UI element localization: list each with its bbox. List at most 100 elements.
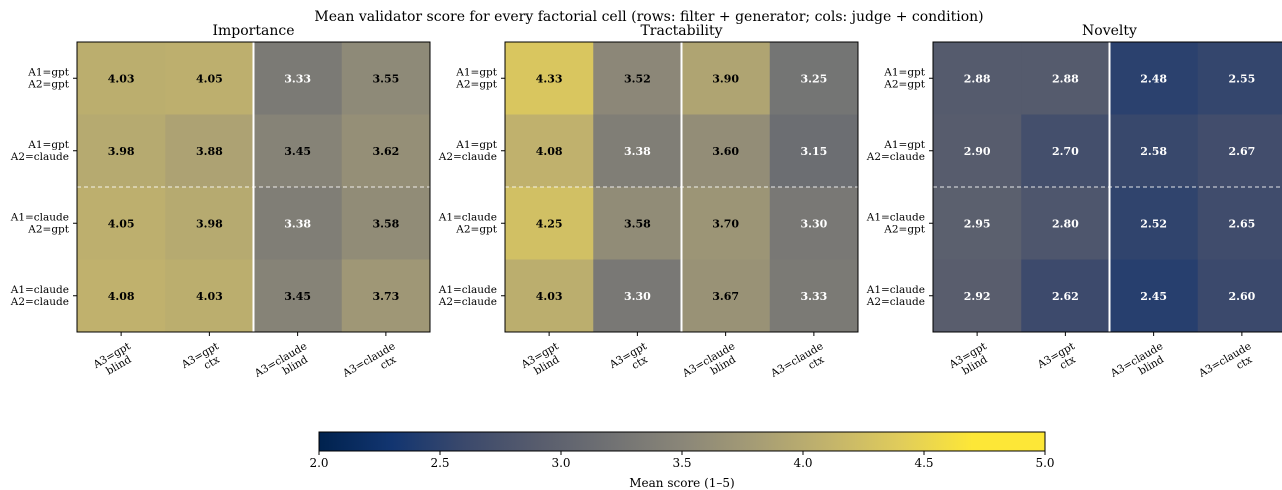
heatmap-cell xyxy=(1197,259,1282,333)
cell-value-label: 3.45 xyxy=(284,145,311,158)
cell-value-label: 3.15 xyxy=(800,145,827,158)
heatmap-cell xyxy=(681,42,771,115)
cell-value-label: 2.65 xyxy=(1228,217,1255,230)
heatmap-cell xyxy=(593,259,682,333)
cell-value-label: 3.90 xyxy=(712,72,739,85)
heatmap-cell xyxy=(77,42,166,115)
cell-value-label: 4.03 xyxy=(108,72,135,85)
cell-value-label: 3.33 xyxy=(800,290,827,303)
cell-value-label: 4.33 xyxy=(536,72,563,85)
cell-value-label: 2.92 xyxy=(964,290,991,303)
x-tick-label: A3=gptblind xyxy=(946,340,995,382)
cell-value-label: 3.52 xyxy=(624,72,651,85)
heatmap-panel-novelty: Novelty 2.88 2.88 2.48 2.55 2.90 2.70 2.58 2.67 2… xyxy=(866,23,1282,390)
heatmap-cell xyxy=(341,114,431,188)
cell-value-label: 3.55 xyxy=(372,72,399,85)
heatmap-cell xyxy=(77,114,166,188)
panel-title: Tractability xyxy=(640,23,722,39)
heatmap-cell xyxy=(505,187,594,260)
cell-value-label: 3.73 xyxy=(372,290,399,303)
heatmap-cell xyxy=(165,187,254,260)
heatmap-cell xyxy=(769,114,859,188)
heatmap-cell xyxy=(933,42,1022,115)
heatmap-cell xyxy=(593,187,682,260)
x-tick-label: A3=gptctx xyxy=(1035,340,1084,382)
figure-title: Mean validator score for every factorial… xyxy=(314,9,983,25)
cell-value-label: 2.88 xyxy=(964,72,991,85)
colorbar-tick-label: 2.0 xyxy=(309,456,328,470)
heatmap-panels: Importance 4.03 4.05 3.33 3.55 3.98 3.88 3.45 3.… xyxy=(10,23,1282,390)
y-tick-label: A1=claude A2=gpt xyxy=(438,211,498,235)
y-tick-label: A1=claude A2=claude xyxy=(438,284,497,308)
cell-value-label: 2.60 xyxy=(1228,290,1255,303)
heatmap-cell xyxy=(681,187,771,260)
cell-value-label: 3.58 xyxy=(624,217,651,230)
y-tick-label: A1=gpt A2=claude xyxy=(438,139,498,163)
heatmap-cell xyxy=(341,187,431,260)
y-tick-label: A1=claude A2=claude xyxy=(866,284,925,308)
heatmap-cell xyxy=(1109,42,1199,115)
panel-frame xyxy=(932,41,1282,333)
heatmap-cell xyxy=(77,259,166,333)
cell-value-label: 2.48 xyxy=(1140,72,1167,85)
heatmap-cell xyxy=(165,259,254,333)
heatmap-cell xyxy=(1197,114,1282,188)
heatmap-cell xyxy=(1197,187,1282,260)
cell-value-label: 4.05 xyxy=(196,72,223,85)
heatmap-cell xyxy=(1021,114,1110,188)
cell-value-label: 3.67 xyxy=(712,290,739,303)
heatmap-cell xyxy=(1109,114,1199,188)
cell-value-label: 3.98 xyxy=(196,217,223,230)
x-tick-label: A3=claudectx xyxy=(768,340,831,390)
heatmap-cell xyxy=(1109,259,1199,333)
heatmap-cell xyxy=(769,42,859,115)
heatmap-cell xyxy=(253,114,343,188)
x-tick-label: A3=gptctx xyxy=(607,340,656,382)
cell-value-label: 3.98 xyxy=(108,145,135,158)
panel-title: Importance xyxy=(212,23,294,39)
cell-value-label: 3.62 xyxy=(372,145,399,158)
heatmap-cell xyxy=(933,114,1022,188)
x-tick-label: A3=claudectx xyxy=(340,340,403,390)
cell-value-label: 4.03 xyxy=(196,290,223,303)
colorbar-tick-label: 4.5 xyxy=(914,456,933,470)
cell-value-label: 2.88 xyxy=(1052,72,1079,85)
cell-value-label: 4.08 xyxy=(108,290,135,303)
heatmap-cell xyxy=(1021,187,1110,260)
cell-value-label: 3.45 xyxy=(284,290,311,303)
x-tick-label: A3=claudectx xyxy=(1196,340,1259,390)
heatmap-cell xyxy=(769,259,859,333)
cell-value-label: 3.30 xyxy=(800,217,827,230)
cell-value-label: 2.58 xyxy=(1140,145,1167,158)
heatmap-panel-importance: Importance 4.03 4.05 3.33 3.55 3.98 3.88 3.45 3.… xyxy=(10,23,431,390)
panel-frame xyxy=(504,41,859,333)
heatmap-cell xyxy=(681,114,771,188)
x-tick-label: A3=gptctx xyxy=(179,340,228,382)
heatmap-cell xyxy=(505,42,594,115)
cell-value-label: 3.38 xyxy=(624,145,651,158)
y-tick-label: A1=claude A2=gpt xyxy=(10,211,70,235)
x-tick-label: A3=claudeblind xyxy=(680,340,743,390)
x-tick-label: A3=gptblind xyxy=(90,340,139,382)
heatmap-cell xyxy=(253,42,343,115)
heatmap-cell xyxy=(1109,187,1199,260)
heatmap-cell xyxy=(1021,42,1110,115)
cell-value-label: 2.80 xyxy=(1052,217,1079,230)
cell-value-label: 2.52 xyxy=(1140,217,1167,230)
y-tick-label: A1=gpt A2=gpt xyxy=(883,66,926,90)
colorbar: 2.0 2.5 3.0 3.5 4.0 4.5 5.0 Mean score (1–5) xyxy=(309,431,1055,490)
y-tick-label: A1=claude A2=claude xyxy=(10,284,69,308)
heatmap-cell xyxy=(505,259,594,333)
cell-value-label: 3.70 xyxy=(712,217,739,230)
heatmap-cell xyxy=(165,42,254,115)
panel-frame xyxy=(76,41,431,333)
colorbar-tick-label: 3.0 xyxy=(551,456,570,470)
panel-title: Novelty xyxy=(1082,23,1137,39)
cell-value-label: 2.45 xyxy=(1140,290,1167,303)
colorbar-tick-label: 4.0 xyxy=(793,456,812,470)
y-tick-label: A1=gpt A2=gpt xyxy=(27,66,70,90)
cell-value-label: 4.25 xyxy=(536,217,563,230)
heatmap-cell xyxy=(341,259,431,333)
cell-value-label: 3.33 xyxy=(284,72,311,85)
